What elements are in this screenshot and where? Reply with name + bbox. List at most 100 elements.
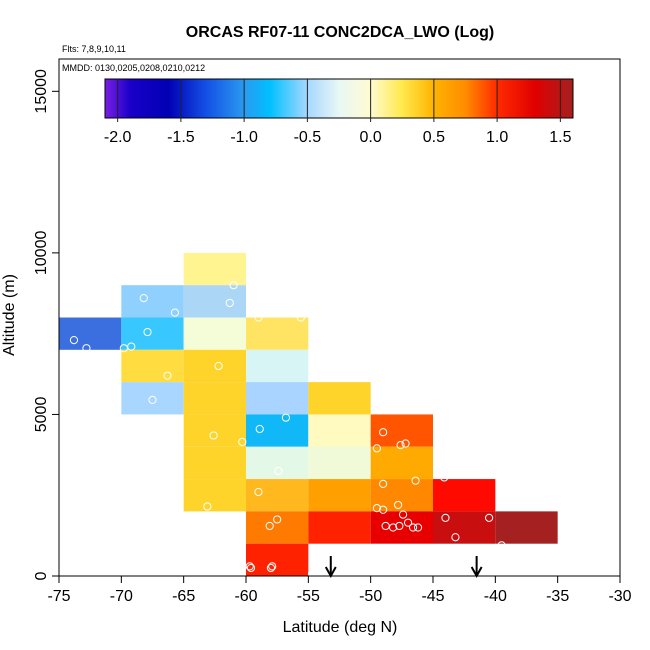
colorbar-tick-label: 1.0 xyxy=(486,129,508,146)
data-point xyxy=(281,413,290,422)
heatmap-cell xyxy=(433,479,496,512)
heatmap-cell xyxy=(246,479,309,512)
data-point xyxy=(493,569,502,578)
heatmap-cell xyxy=(370,511,433,544)
heatmap-cell xyxy=(246,543,309,576)
y-axis: 0 5000 10000 15000 xyxy=(33,69,59,580)
colorbar-tick-label: -1.5 xyxy=(167,129,195,146)
colorbar-tick-label: 1.5 xyxy=(549,129,571,146)
heatmap-cell xyxy=(246,414,309,447)
data-point xyxy=(381,521,390,531)
data-point xyxy=(246,563,256,573)
data-point xyxy=(401,439,410,448)
data-point xyxy=(274,466,283,476)
colorbar-tick-label: 0.0 xyxy=(359,129,381,146)
data-point xyxy=(163,371,172,380)
data-point xyxy=(398,510,408,519)
data-point xyxy=(372,504,381,513)
heatmap-cell xyxy=(183,317,246,350)
data-point xyxy=(203,502,212,511)
heatmap-cell xyxy=(246,446,309,480)
data-point xyxy=(403,518,413,527)
x-axis-label: Latitude (deg N) xyxy=(283,619,398,636)
data-point xyxy=(266,563,276,573)
data-point xyxy=(209,431,218,440)
heatmap-cell xyxy=(183,479,246,512)
data-point xyxy=(254,313,263,322)
heatmap-cells xyxy=(59,252,558,576)
heatmap-cell xyxy=(246,349,309,383)
heatmap-cell xyxy=(121,349,184,383)
heatmap-cell xyxy=(308,414,371,447)
data-point xyxy=(440,473,449,482)
x-tick-label: -75 xyxy=(47,588,70,605)
data-point xyxy=(379,479,388,489)
data-point xyxy=(307,569,317,578)
heatmap-cell xyxy=(308,382,371,415)
data-point xyxy=(413,523,423,532)
heatmap-cell xyxy=(121,317,184,350)
data-point xyxy=(254,487,263,497)
colorbar: -2.0 -1.5 -1.0 -0.5 0.0 0.5 1.0 1.5 xyxy=(104,78,574,146)
heatmap-cell xyxy=(495,511,558,544)
heatmap-cell xyxy=(183,446,246,480)
data-point xyxy=(148,395,157,404)
data-point xyxy=(268,562,277,571)
x-tick-label: -30 xyxy=(608,588,631,605)
chart-title: ORCAS RF07-11 CONC2DCA_LWO (Log) xyxy=(186,24,494,41)
heatmap-cell xyxy=(59,317,122,350)
x-tick-label: -65 xyxy=(172,588,195,605)
data-point xyxy=(379,428,388,437)
data-point xyxy=(225,298,234,308)
dates-label: MMDD: 0130,0205,0208,0210,0212 xyxy=(62,63,205,73)
y-tick-label: 15000 xyxy=(33,69,50,114)
data-point xyxy=(229,281,238,290)
x-tick-label: -55 xyxy=(297,588,320,605)
heatmap-cell xyxy=(246,511,309,544)
colorbar-tick-label: -2.0 xyxy=(104,129,132,146)
data-point xyxy=(245,562,254,571)
heatmap-cell xyxy=(433,511,496,544)
x-tick-label: -70 xyxy=(110,588,133,605)
heatmap-cell xyxy=(308,511,371,544)
x-tick-label: -50 xyxy=(359,588,382,605)
data-point xyxy=(69,336,79,345)
y-tick-label: 10000 xyxy=(33,231,50,276)
heatmap-cell xyxy=(121,285,184,318)
heatmap-cell xyxy=(183,382,246,415)
heatmap-cell xyxy=(308,479,371,512)
colorbar-tick-label: 0.5 xyxy=(423,129,445,146)
flights-label: Flts: 7,8,9,10,11 xyxy=(62,44,126,54)
data-point xyxy=(497,541,506,550)
plot-frame xyxy=(58,58,621,577)
y-axis-label: Altitude (m) xyxy=(1,274,18,356)
data-point xyxy=(255,424,264,434)
heatmap-cell xyxy=(370,446,433,480)
data-point xyxy=(393,500,403,510)
colorbar-tick-label: -1.0 xyxy=(230,129,258,146)
x-tick-label: -45 xyxy=(421,588,444,605)
data-point xyxy=(372,444,381,453)
data-point xyxy=(451,533,460,542)
data-point xyxy=(408,523,418,532)
data-point xyxy=(411,476,420,485)
data-point xyxy=(485,513,494,522)
heatmap-cell xyxy=(121,382,184,415)
heatmap-cell xyxy=(183,285,246,318)
colorbar-bar xyxy=(104,78,574,119)
data-point xyxy=(119,344,128,353)
data-point xyxy=(441,513,450,522)
x-tick-label: -60 xyxy=(234,588,257,605)
data-point xyxy=(143,327,152,337)
data-point xyxy=(379,505,388,514)
data-point xyxy=(273,515,282,524)
data-point xyxy=(170,308,180,317)
y-tick-label: 5000 xyxy=(33,397,50,433)
observation-points xyxy=(57,281,506,578)
data-point xyxy=(127,342,136,351)
heatmap-cell xyxy=(183,414,246,447)
heatmap-cell xyxy=(246,382,309,415)
data-point xyxy=(296,313,305,322)
y-tick-label: 0 xyxy=(33,571,50,580)
